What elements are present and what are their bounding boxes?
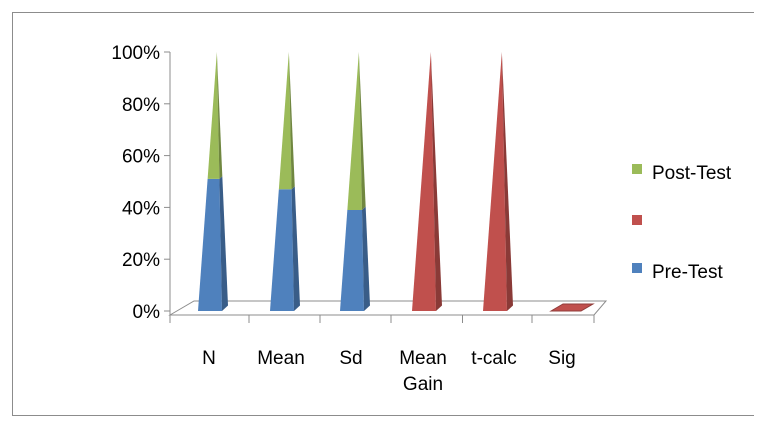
y-tick-label: 100% <box>111 43 160 64</box>
pyramid-segment-side <box>358 52 366 210</box>
x-category-label: Gain <box>403 374 443 395</box>
pyramid-segment-front <box>278 52 292 190</box>
y-tick-label: 20% <box>122 250 160 271</box>
pyramid-segment-side <box>291 186 300 311</box>
pyramid-segment-side <box>288 52 295 190</box>
x-category-label: t-calc <box>471 348 516 369</box>
x-category-label: Sig <box>548 348 575 369</box>
chart-floor <box>168 300 608 316</box>
pyramid-segment-front <box>483 52 507 311</box>
legend-swatch <box>632 164 642 174</box>
legend-swatch <box>632 263 642 273</box>
legend-swatch <box>632 215 642 225</box>
pyramid-segment-front <box>270 189 294 311</box>
x-category-label: Mean <box>257 348 305 369</box>
legend-label: Post-Test <box>652 163 732 184</box>
y-tick-label: 40% <box>122 198 160 219</box>
pyramid-segment-front <box>340 209 364 311</box>
pyramid-segment-side <box>219 176 228 311</box>
pyramid-segment-front <box>198 178 222 311</box>
pyramid-flat-segment <box>549 303 595 312</box>
y-tick-label: 80% <box>122 95 160 116</box>
pyramid-segment-side <box>501 52 513 311</box>
y-tick-label: 0% <box>133 302 161 323</box>
x-category-label: N <box>202 348 216 369</box>
x-category-label: Sd <box>339 348 362 369</box>
pyramid-segment-front <box>207 52 220 179</box>
legend-label: Pre-Test <box>652 262 723 283</box>
y-tick-label: 60% <box>122 147 160 168</box>
pyramid-segment-front <box>347 52 362 210</box>
pyramid-segment-side <box>216 52 223 179</box>
pyramid-segment-side <box>361 206 370 311</box>
chart-frame <box>12 12 754 416</box>
x-category-label: Mean <box>399 348 447 369</box>
pyramid-segment-side <box>430 52 442 311</box>
pyramid-segment-front <box>412 52 436 311</box>
